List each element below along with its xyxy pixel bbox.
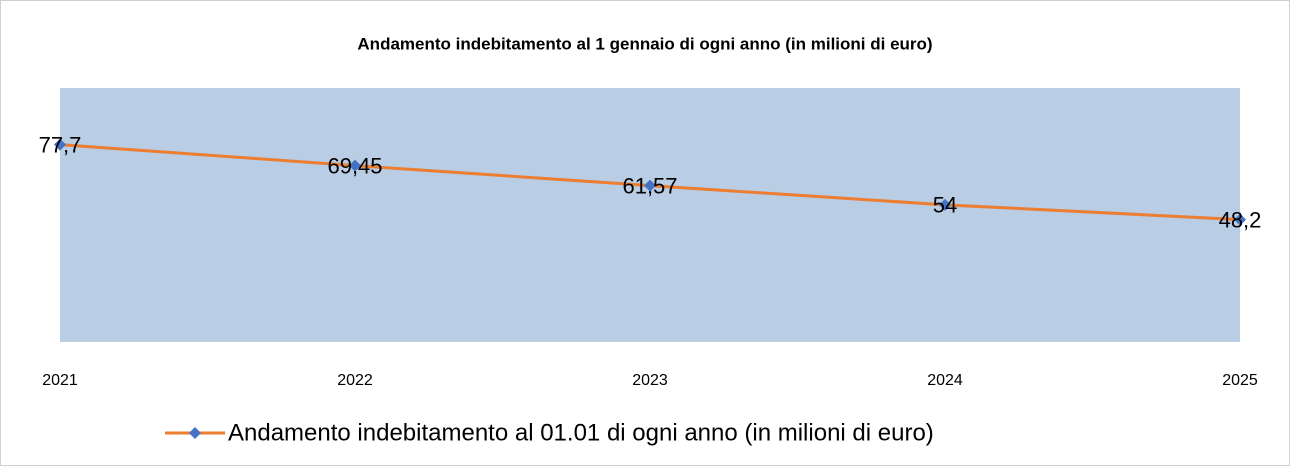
data-label: 69,45 [327,153,382,178]
legend-marker [189,427,201,439]
x-tick-label: 2025 [1222,372,1258,389]
data-label: 61,57 [622,173,677,198]
legend-label: Andamento indebitamento al 01.01 di ogni… [228,419,934,446]
point-marker [1234,213,1246,226]
plot-area [60,88,1240,342]
x-tick-label: 2021 [42,372,78,389]
chart-title: Andamento indebitamento al 1 gennaio di … [357,34,932,53]
point-marker [939,198,951,211]
x-tick-label: 2024 [927,372,963,389]
x-tick-label: 2023 [632,372,668,389]
data-label: 54 [933,193,957,218]
x-tick-label: 2022 [337,372,373,389]
point-marker [644,179,656,192]
point-marker [54,138,66,151]
data-label: 48,2 [1219,207,1262,232]
point-marker [349,159,361,172]
data-label: 77,7 [39,132,82,157]
